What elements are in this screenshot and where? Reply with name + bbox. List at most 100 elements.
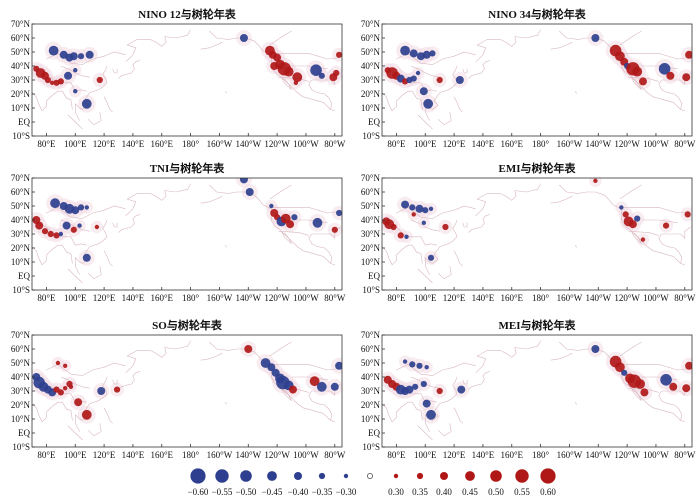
y-tick-label: 50°N bbox=[361, 47, 381, 57]
y-tick-label: 60°N bbox=[361, 187, 381, 197]
panel-4: EMI与树轮年表 70°N 60°N 50°N 40°N 30°N 20°N 10°N EQ 10… bbox=[361, 161, 696, 303]
border-line bbox=[39, 223, 87, 246]
coastline bbox=[382, 90, 423, 112]
border-line bbox=[641, 65, 678, 70]
y-tick-label: 10°N bbox=[361, 103, 381, 113]
panel-5: SO与树轮年表 70°N 60°N 50°N 40°N 30°N 20°N 10°N EQ 10°… bbox=[11, 318, 346, 460]
coastline bbox=[67, 114, 83, 130]
coastline bbox=[658, 226, 691, 264]
legend-positive-label: 0.55 bbox=[514, 487, 530, 497]
legend-negative-marker bbox=[190, 468, 206, 484]
negative-correlation-point bbox=[291, 214, 298, 221]
y-tick-label: 40°N bbox=[361, 61, 381, 71]
coastline bbox=[75, 376, 108, 432]
negative-correlation-point bbox=[400, 45, 410, 56]
coastline bbox=[125, 340, 191, 374]
negative-correlation-point bbox=[401, 200, 410, 209]
x-tick-label: 100°W bbox=[643, 450, 669, 460]
negative-correlation-point bbox=[424, 365, 429, 370]
coastline bbox=[32, 244, 73, 266]
coastline bbox=[574, 402, 577, 405]
y-tick-label: 30°N bbox=[361, 386, 381, 396]
border-line bbox=[269, 341, 292, 357]
x-tick-label: 100°E bbox=[414, 139, 437, 149]
coastline bbox=[453, 407, 463, 424]
x-tick-label: 100°E bbox=[64, 293, 87, 303]
border-line bbox=[621, 53, 690, 60]
y-tick-label: EQ bbox=[18, 271, 30, 281]
y-tick-label: 30°N bbox=[11, 229, 31, 239]
negative-correlation-point bbox=[455, 76, 464, 84]
positive-correlation-point bbox=[662, 222, 670, 229]
negative-correlation-point bbox=[422, 50, 431, 59]
negative-correlation-point bbox=[621, 369, 628, 376]
coastline bbox=[658, 72, 691, 110]
y-tick-label: 70°N bbox=[361, 173, 381, 183]
legend-positive-marker bbox=[440, 472, 448, 480]
legend-negative-marker bbox=[343, 473, 349, 479]
coastline bbox=[462, 222, 468, 228]
legend-positive-marker bbox=[515, 469, 529, 483]
coastline bbox=[382, 401, 423, 423]
x-tick-label: 140°W bbox=[585, 139, 611, 149]
border-line bbox=[621, 364, 690, 371]
x-tick-label: 140°W bbox=[235, 450, 261, 460]
x-tick-label: 120°W bbox=[264, 293, 290, 303]
border-line bbox=[619, 184, 642, 200]
coastline bbox=[209, 184, 335, 266]
coastline bbox=[118, 60, 141, 79]
y-tick-label: EQ bbox=[18, 428, 30, 438]
x-tick-label: 80°W bbox=[674, 139, 696, 149]
negative-correlation-point bbox=[660, 374, 672, 386]
positive-correlation-point bbox=[96, 76, 103, 84]
y-tick-label: 40°N bbox=[11, 61, 31, 71]
border-line bbox=[628, 76, 659, 82]
negative-correlation-point bbox=[84, 205, 89, 210]
y-tick-label: 60°N bbox=[11, 187, 31, 197]
coastline bbox=[468, 60, 491, 79]
x-tick-label: 120°E bbox=[93, 450, 116, 460]
x-tick-label: 100°W bbox=[643, 139, 669, 149]
y-tick-label: 70°N bbox=[11, 330, 31, 340]
coastline bbox=[112, 379, 118, 385]
positive-correlation-point bbox=[57, 78, 64, 85]
x-tick-label: 140°E bbox=[122, 450, 145, 460]
negative-correlation-point bbox=[50, 198, 60, 209]
y-tick-label: 70°N bbox=[11, 19, 31, 29]
coastline bbox=[103, 96, 113, 113]
y-tick-label: 60°N bbox=[361, 344, 381, 354]
y-tick-label: 60°N bbox=[11, 33, 31, 43]
y-tick-label: 30°N bbox=[11, 386, 31, 396]
x-tick-label: 140°W bbox=[235, 293, 261, 303]
coastline bbox=[200, 195, 223, 204]
coastline bbox=[453, 96, 463, 113]
x-tick-label: 180° bbox=[182, 139, 200, 149]
coastline bbox=[475, 183, 541, 217]
border-line bbox=[60, 65, 90, 78]
coastline bbox=[631, 388, 642, 402]
x-tick-label: 140°W bbox=[235, 139, 261, 149]
x-tick-label: 140°E bbox=[122, 293, 145, 303]
panel-title: EMI与树轮年表 bbox=[499, 161, 577, 175]
coastline bbox=[87, 423, 102, 437]
legend-negative-label: −0.55 bbox=[212, 487, 233, 497]
y-tick-label: 50°N bbox=[11, 358, 31, 368]
positive-correlation-point bbox=[68, 384, 74, 389]
border-line bbox=[271, 207, 340, 214]
x-tick-label: 100°E bbox=[414, 293, 437, 303]
x-tick-label: 160°E bbox=[150, 293, 173, 303]
coastline bbox=[559, 341, 685, 423]
legend-positive-label: 0.50 bbox=[488, 487, 504, 497]
negative-correlation-point bbox=[73, 89, 78, 94]
x-tick-label: 160°W bbox=[207, 139, 233, 149]
positive-correlation-point bbox=[640, 237, 646, 242]
positive-correlation-point bbox=[49, 80, 55, 86]
negative-correlation-point bbox=[97, 387, 106, 395]
negative-correlation-point bbox=[409, 49, 418, 58]
y-tick-label: EQ bbox=[368, 428, 380, 438]
border-line bbox=[291, 376, 328, 381]
negative-correlation-point bbox=[239, 178, 248, 184]
coastline bbox=[75, 65, 108, 121]
legend-positive-marker bbox=[540, 468, 556, 484]
legend: −0.60 −0.55 −0.50 −0.45 −0.40 −0.35 −0.30 0.30 0… bbox=[188, 468, 556, 497]
